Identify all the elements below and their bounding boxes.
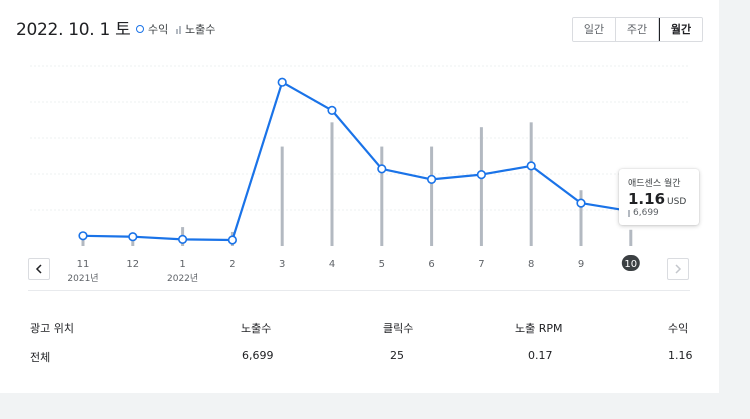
tab-daily[interactable]: 일간 bbox=[573, 18, 616, 41]
table-cell-rpm: 0.17 bbox=[528, 349, 553, 362]
impression-bar bbox=[529, 122, 533, 246]
impression-bar bbox=[629, 229, 633, 246]
revenue-point bbox=[178, 234, 188, 244]
revenue-point bbox=[327, 105, 337, 115]
table-divider bbox=[28, 290, 690, 291]
x-axis-label: 3 bbox=[279, 259, 285, 270]
legend-impressions[interactable]: 노출수 bbox=[176, 21, 215, 37]
next-period-button[interactable] bbox=[667, 258, 689, 280]
legend-impressions-label: 노출수 bbox=[185, 23, 216, 36]
impression-bar bbox=[479, 127, 483, 246]
impression-bar bbox=[81, 235, 85, 246]
revenue-point bbox=[377, 164, 387, 174]
tab-weekly[interactable]: 주간 bbox=[616, 18, 659, 41]
x-axis-label: 12 bbox=[126, 259, 139, 270]
impression-bar bbox=[380, 146, 384, 246]
impression-bar bbox=[430, 146, 434, 246]
impression-bar bbox=[579, 190, 583, 246]
chevron-left-icon bbox=[35, 264, 42, 274]
x-axis-label: 10 bbox=[624, 259, 637, 270]
table-header-ad-position: 광고 위치 bbox=[30, 322, 74, 335]
tooltip-impressions-value: 6,699 bbox=[633, 208, 659, 218]
page-background-bottom bbox=[0, 393, 750, 419]
chart-gridlines bbox=[30, 65, 690, 211]
revenue-point bbox=[576, 198, 586, 208]
impression-bar bbox=[330, 122, 334, 246]
x-label-selected-badge bbox=[621, 255, 640, 271]
x-axis-label: 1 bbox=[179, 259, 185, 270]
tooltip-unit: USD bbox=[667, 197, 687, 207]
period-tabs: 일간 주간 월간 bbox=[572, 17, 703, 42]
table-header-clicks: 클릭수 bbox=[383, 322, 414, 335]
revenue-point bbox=[526, 161, 536, 171]
tooltip-impressions: 6,699 bbox=[628, 208, 659, 218]
tooltip-title: 애드센스 월간 bbox=[628, 179, 681, 189]
chart-tooltip: 애드센스 월간 1.16 USD 6,699 bbox=[619, 169, 699, 225]
x-axis-label: 5 bbox=[379, 259, 385, 270]
prev-period-button[interactable] bbox=[28, 258, 50, 280]
page-background bbox=[719, 0, 750, 393]
revenue-point bbox=[277, 77, 287, 87]
bar-icon bbox=[628, 209, 630, 217]
x-axis-year-label: 2021년 bbox=[67, 273, 98, 284]
x-axis-label: 4 bbox=[329, 259, 335, 270]
x-axis-label: 7 bbox=[478, 259, 484, 270]
impression-bar bbox=[280, 146, 284, 246]
table-cell-revenue: 1.16 bbox=[668, 349, 693, 362]
revenue-point bbox=[476, 170, 487, 180]
x-axis-label: 11 bbox=[77, 259, 90, 270]
table-cell-ad-position: 전체 bbox=[30, 351, 51, 364]
x-axis-label: 9 bbox=[578, 259, 584, 270]
revenue-line bbox=[82, 81, 631, 242]
chevron-right-icon bbox=[675, 264, 682, 274]
tooltip-value-number: 1.16 bbox=[628, 190, 666, 208]
table-cell-impressions: 6,699 bbox=[242, 349, 274, 362]
revenue-point bbox=[427, 174, 437, 184]
revenue-line-path bbox=[82, 81, 631, 242]
x-axis-label: 6 bbox=[428, 259, 434, 270]
table-cell-clicks: 25 bbox=[390, 349, 404, 362]
x-axis-label: 2 bbox=[229, 259, 235, 270]
x-axis-label: 8 bbox=[528, 259, 534, 270]
page-title-date: 2022. 10. 1 토 bbox=[16, 20, 131, 40]
line-dot-icon bbox=[136, 25, 144, 33]
revenue-point bbox=[128, 232, 138, 242]
table-header-revenue: 수익 bbox=[668, 322, 689, 335]
table-header-rpm: 노출 RPM bbox=[515, 322, 563, 335]
table-header-impressions: 노출수 bbox=[241, 322, 272, 335]
legend-revenue-label: 수익 bbox=[148, 23, 169, 36]
tooltip-value: 1.16 USD bbox=[628, 190, 686, 208]
x-axis-year-label: 2022년 bbox=[167, 273, 198, 284]
tab-monthly[interactable]: 월간 bbox=[659, 18, 702, 41]
revenue-point bbox=[227, 235, 237, 245]
bar-chart-icon bbox=[176, 25, 181, 34]
revenue-points bbox=[78, 77, 636, 245]
legend-revenue[interactable]: 수익 bbox=[136, 21, 168, 37]
revenue-point bbox=[78, 231, 88, 241]
